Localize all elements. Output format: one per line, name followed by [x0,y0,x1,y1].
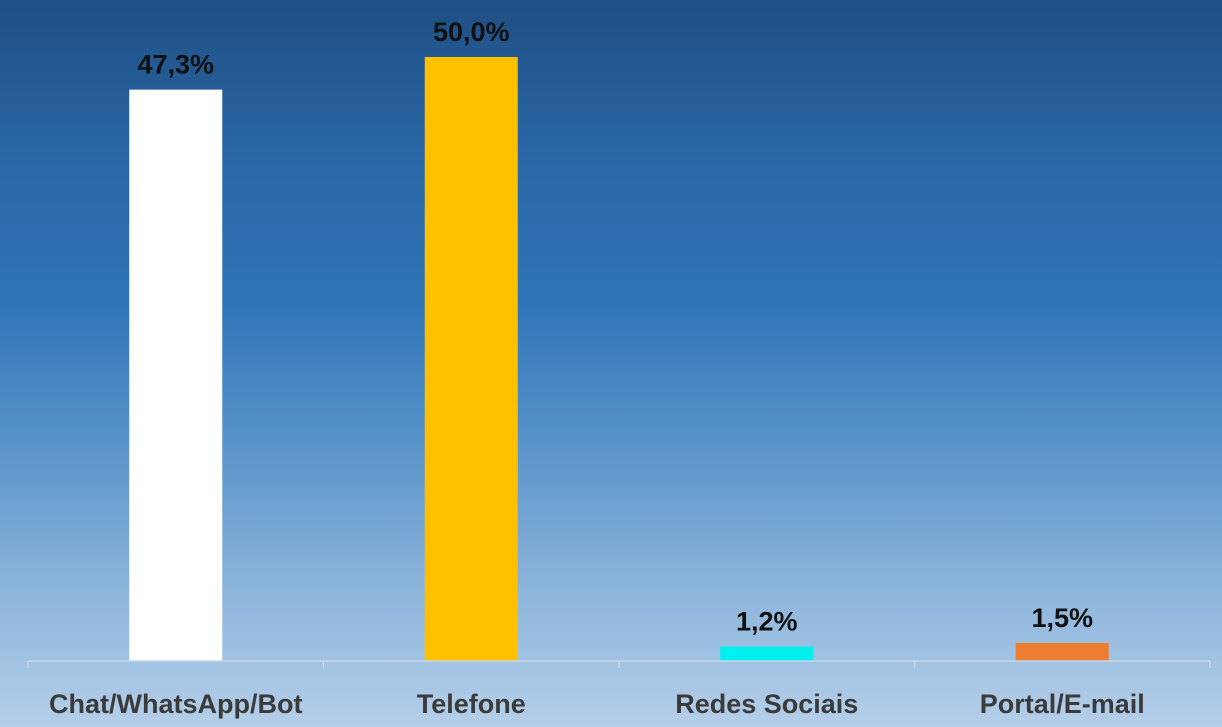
value-label-1: 50,0% [433,17,510,47]
category-labels: Chat/WhatsApp/Bot Telefone Redes Sociais Po… [49,689,1145,719]
category-label-1: Telefone [417,689,526,719]
category-label-2: Redes Sociais [675,689,858,719]
value-label-2: 1,2% [736,607,798,637]
bar-1 [424,57,518,661]
value-label-3: 1,5% [1031,603,1093,633]
x-axis [27,660,1211,668]
bar-2 [720,646,814,661]
bars-group [129,57,1109,662]
value-label-0: 47,3% [137,50,214,80]
bar-3 [1015,642,1109,661]
category-label-0: Chat/WhatsApp/Bot [49,689,302,719]
bar-0 [129,89,223,662]
value-labels: 47,3% 50,0% 1,2% 1,5% [137,17,1093,637]
category-label-3: Portal/E-mail [980,689,1145,719]
